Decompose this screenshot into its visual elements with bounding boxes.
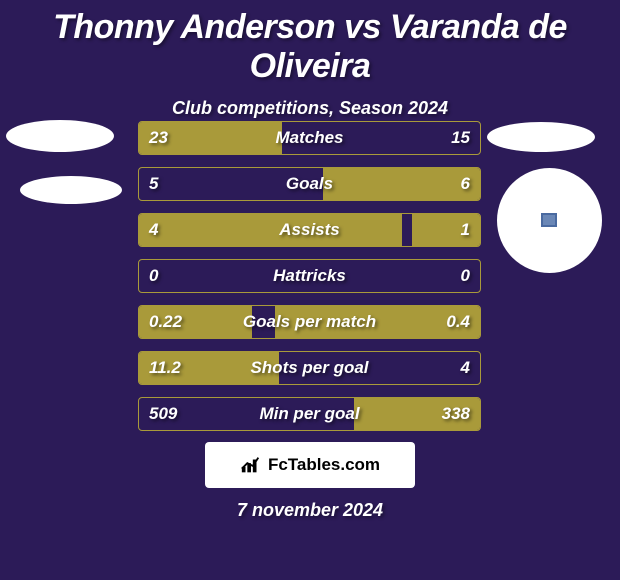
- stat-label: Min per goal: [259, 404, 359, 424]
- stat-value-left: 0: [149, 266, 158, 286]
- stat-row: 0.22 0.4 Goals per match: [138, 305, 481, 339]
- page-subtitle: Club competitions, Season 2024: [0, 98, 620, 119]
- stat-label: Matches: [275, 128, 343, 148]
- bar-fill-left: [139, 214, 402, 246]
- chart-icon: [240, 455, 262, 475]
- stat-value-right: 15: [451, 128, 470, 148]
- stat-value-right: 1: [461, 220, 470, 240]
- stat-value-left: 11.2: [149, 358, 181, 378]
- player-left-badge-1: [6, 120, 114, 152]
- stat-row: 0 0 Hattricks: [138, 259, 481, 293]
- stat-row: 5 6 Goals: [138, 167, 481, 201]
- stat-value-left: 4: [149, 220, 158, 240]
- stat-value-left: 0.22: [149, 312, 182, 332]
- brand-text: FcTables.com: [268, 455, 380, 475]
- player-right-badge-1: [487, 122, 595, 152]
- player-right-avatar: [497, 168, 602, 273]
- stat-row: 509 338 Min per goal: [138, 397, 481, 431]
- stat-value-right: 0.4: [446, 312, 470, 332]
- comparison-bars: 23 15 Matches 5 6 Goals 4 1 Assists 0 0 Hattricks 0.…: [138, 121, 481, 443]
- stat-value-left: 5: [149, 174, 158, 194]
- placeholder-image-icon: [541, 213, 557, 227]
- stat-label: Goals per match: [243, 312, 376, 332]
- player-left-badge-2: [20, 176, 122, 204]
- stat-row: 23 15 Matches: [138, 121, 481, 155]
- brand-box: FcTables.com: [205, 442, 415, 488]
- stat-label: Assists: [279, 220, 339, 240]
- stat-label: Hattricks: [273, 266, 346, 286]
- page-title: Thonny Anderson vs Varanda de Oliveira: [0, 0, 620, 86]
- date-text: 7 november 2024: [0, 500, 620, 521]
- stat-value-right: 338: [442, 404, 470, 424]
- stat-value-left: 509: [149, 404, 177, 424]
- bar-fill-right: [323, 168, 480, 200]
- stat-value-right: 4: [461, 358, 470, 378]
- stat-value-right: 6: [461, 174, 470, 194]
- stat-row: 4 1 Assists: [138, 213, 481, 247]
- stat-label: Goals: [286, 174, 333, 194]
- stat-row: 11.2 4 Shots per goal: [138, 351, 481, 385]
- stat-value-left: 23: [149, 128, 168, 148]
- stat-label: Shots per goal: [250, 358, 368, 378]
- stat-value-right: 0: [461, 266, 470, 286]
